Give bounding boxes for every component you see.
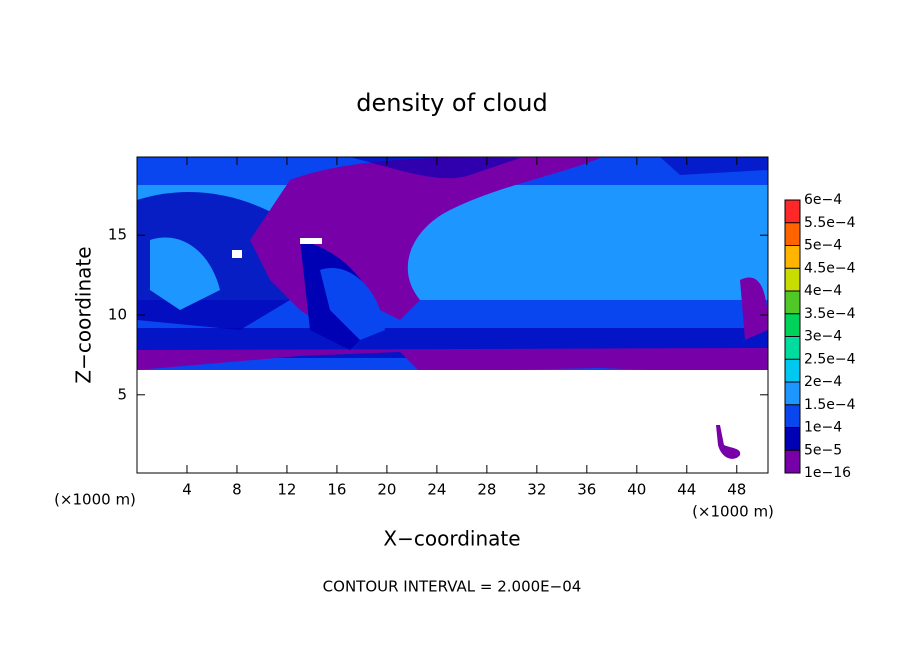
x-tick-label: 48 bbox=[727, 481, 746, 499]
annotation: CONTOUR INTERVAL = 2.000E−04 bbox=[323, 578, 582, 596]
x-tick-label: 12 bbox=[277, 481, 296, 499]
colorbar-label: 4e−4 bbox=[804, 283, 842, 299]
x-tick-label: 40 bbox=[627, 481, 646, 499]
colorbar-label: 2e−4 bbox=[804, 374, 842, 390]
colorbar-label: 5.5e−4 bbox=[804, 215, 856, 231]
x-tick-label: 44 bbox=[677, 481, 696, 499]
colorbar-box bbox=[785, 450, 800, 473]
x-tick-label: 24 bbox=[427, 481, 446, 499]
y-tick-label: 5 bbox=[117, 385, 127, 403]
y-tick-label: 15 bbox=[108, 226, 127, 244]
colorbar-box bbox=[785, 268, 800, 291]
colorbar-box bbox=[785, 382, 800, 405]
x-tick-label: 16 bbox=[327, 481, 346, 499]
colorbar-box bbox=[785, 245, 800, 269]
y-unit-label: (×1000 m) bbox=[54, 491, 136, 509]
colorbar-box bbox=[785, 313, 800, 337]
colorbar-label: 5e−4 bbox=[804, 238, 842, 254]
colorbar-label: 6e−4 bbox=[804, 192, 842, 208]
x-unit-label: (×1000 m) bbox=[692, 503, 774, 521]
x-axis-label: X−coordinate bbox=[383, 527, 520, 551]
colorbar-label: 3e−4 bbox=[804, 329, 842, 345]
colorbar-box bbox=[785, 404, 800, 428]
x-tick-label: 8 bbox=[232, 481, 242, 499]
colorbar-box bbox=[785, 427, 800, 451]
colorbar-box bbox=[785, 222, 800, 246]
x-tick-label: 20 bbox=[377, 481, 396, 499]
colorbar-box bbox=[785, 336, 800, 360]
colorbar-label: 2.5e−4 bbox=[804, 351, 856, 367]
colorbar-label: 1.5e−4 bbox=[804, 397, 856, 413]
x-tick-label: 36 bbox=[577, 481, 596, 499]
colorbar-label: 4.5e−4 bbox=[804, 260, 856, 276]
colorbar-box bbox=[785, 359, 800, 382]
colorbar-box bbox=[785, 291, 800, 314]
chart-title: density of cloud bbox=[356, 89, 547, 117]
x-tick-label: 28 bbox=[477, 481, 496, 499]
x-tick-label: 32 bbox=[527, 481, 546, 499]
contour-field bbox=[137, 157, 768, 473]
colorbar-label: 1e−16 bbox=[804, 465, 851, 481]
colorbar-label: 1e−4 bbox=[804, 420, 842, 436]
colorbar-label: 3.5e−4 bbox=[804, 306, 856, 322]
x-tick-label: 4 bbox=[182, 481, 192, 499]
y-axis-label: Z−coordinate bbox=[72, 246, 96, 383]
colorbar-label: 5e−5 bbox=[804, 442, 842, 458]
colorbar-box bbox=[785, 200, 800, 223]
y-tick-label: 10 bbox=[108, 306, 127, 324]
